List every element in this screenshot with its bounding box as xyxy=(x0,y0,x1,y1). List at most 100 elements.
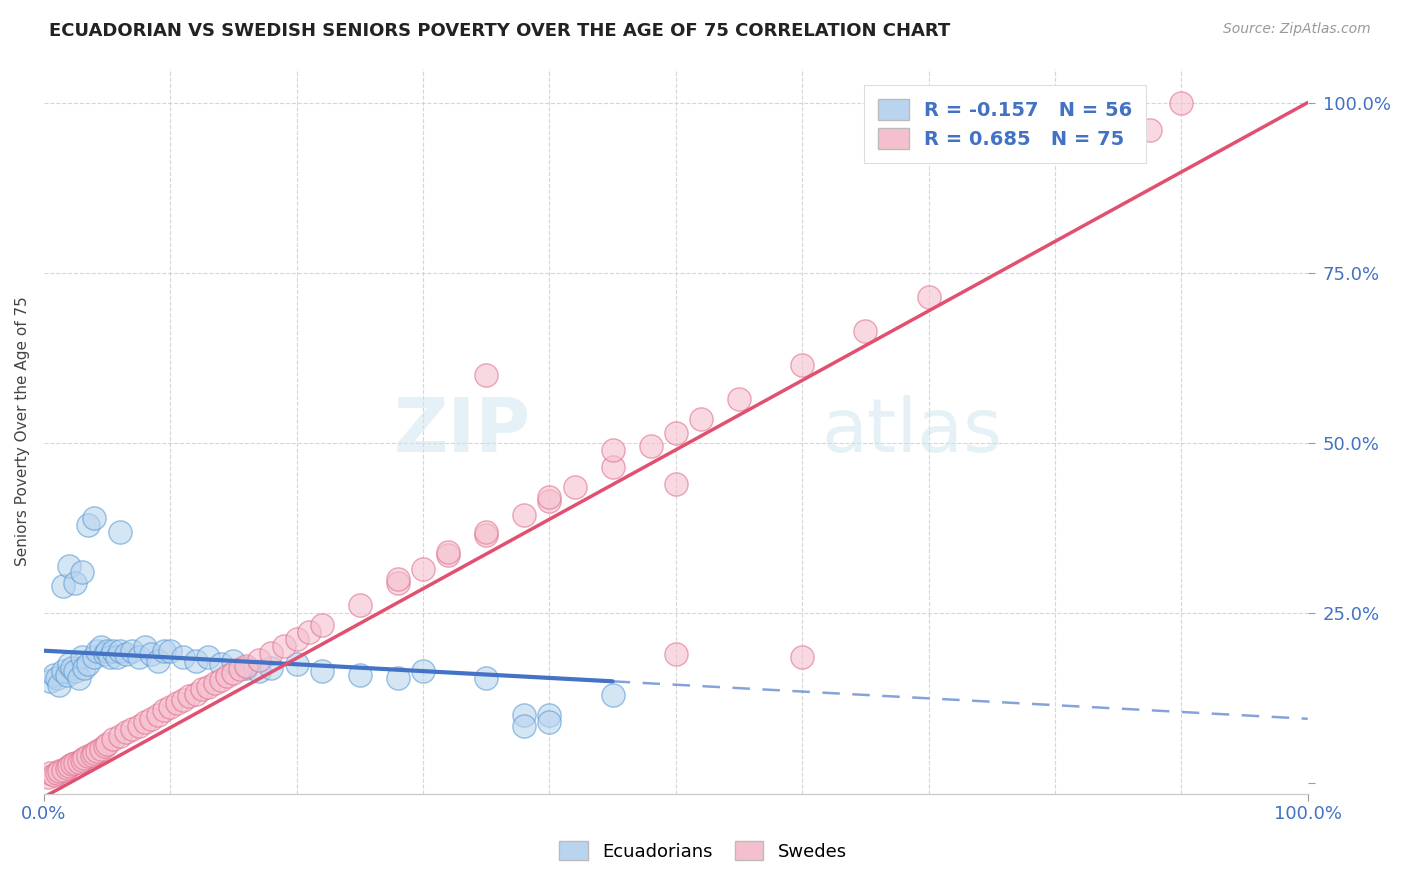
Point xyxy=(52,763,75,777)
Point xyxy=(166,696,188,710)
Point xyxy=(172,693,194,707)
Point xyxy=(134,715,156,730)
Point xyxy=(209,673,232,687)
Point xyxy=(412,664,434,678)
Point xyxy=(917,290,939,304)
Point xyxy=(77,749,100,764)
Point xyxy=(475,368,498,382)
Text: Source: ZipAtlas.com: Source: ZipAtlas.com xyxy=(1223,22,1371,37)
Point xyxy=(349,667,371,681)
Point xyxy=(311,618,333,632)
Point xyxy=(475,524,498,539)
Point xyxy=(115,647,138,661)
Point xyxy=(247,652,270,666)
Point xyxy=(260,646,283,660)
Point xyxy=(475,528,498,542)
Point xyxy=(128,718,150,732)
Point xyxy=(39,674,62,689)
Point xyxy=(45,671,67,685)
Point xyxy=(83,511,105,525)
Point xyxy=(513,708,536,723)
Point xyxy=(146,708,169,723)
Point xyxy=(65,664,87,678)
Point xyxy=(70,753,93,767)
Point xyxy=(70,650,93,665)
Point xyxy=(298,625,321,640)
Text: ECUADORIAN VS SWEDISH SENIORS POVERTY OVER THE AGE OF 75 CORRELATION CHART: ECUADORIAN VS SWEDISH SENIORS POVERTY OV… xyxy=(49,22,950,40)
Point xyxy=(412,562,434,576)
Point xyxy=(42,667,65,681)
Point xyxy=(222,654,245,668)
Point xyxy=(141,712,163,726)
Text: ZIP: ZIP xyxy=(394,394,530,467)
Point xyxy=(65,575,87,590)
Point xyxy=(93,739,115,753)
Point xyxy=(229,662,252,676)
Point xyxy=(37,770,59,784)
Point xyxy=(80,747,103,762)
Point xyxy=(538,494,561,508)
Point xyxy=(96,737,118,751)
Point xyxy=(55,667,77,681)
Point xyxy=(86,744,108,758)
Point xyxy=(93,647,115,661)
Point xyxy=(665,647,688,661)
Point xyxy=(77,517,100,532)
Point xyxy=(52,579,75,593)
Point xyxy=(90,640,112,655)
Point xyxy=(67,671,90,685)
Point xyxy=(60,757,83,772)
Point xyxy=(121,722,143,736)
Point xyxy=(179,690,201,704)
Point xyxy=(285,657,308,672)
Point xyxy=(128,650,150,665)
Point xyxy=(83,746,105,760)
Point xyxy=(52,664,75,678)
Point xyxy=(83,650,105,665)
Point xyxy=(73,750,96,764)
Point xyxy=(108,643,131,657)
Point xyxy=(538,715,561,730)
Point xyxy=(172,650,194,665)
Point xyxy=(153,643,176,657)
Point xyxy=(538,708,561,723)
Point xyxy=(153,703,176,717)
Point xyxy=(285,632,308,646)
Point xyxy=(103,643,125,657)
Point xyxy=(475,671,498,685)
Point xyxy=(387,572,409,586)
Point xyxy=(197,650,219,665)
Point xyxy=(602,442,624,457)
Point xyxy=(108,729,131,743)
Point xyxy=(437,549,460,563)
Y-axis label: Seniors Poverty Over the Age of 75: Seniors Poverty Over the Age of 75 xyxy=(15,296,30,566)
Point xyxy=(60,661,83,675)
Point xyxy=(311,664,333,678)
Point xyxy=(209,657,232,672)
Point xyxy=(184,687,207,701)
Point xyxy=(134,640,156,655)
Point xyxy=(67,755,90,769)
Point xyxy=(58,558,80,573)
Point xyxy=(513,508,536,522)
Point xyxy=(853,324,876,338)
Point xyxy=(217,669,239,683)
Point xyxy=(90,742,112,756)
Point xyxy=(204,675,226,690)
Point xyxy=(191,682,214,697)
Point xyxy=(146,654,169,668)
Point xyxy=(260,661,283,675)
Point xyxy=(86,643,108,657)
Legend: R = -0.157   N = 56, R = 0.685   N = 75: R = -0.157 N = 56, R = 0.685 N = 75 xyxy=(865,86,1146,163)
Point xyxy=(349,598,371,612)
Point xyxy=(141,647,163,661)
Point xyxy=(235,659,257,673)
Point xyxy=(197,680,219,694)
Point xyxy=(273,639,295,653)
Point xyxy=(39,766,62,780)
Point xyxy=(77,657,100,672)
Point xyxy=(564,480,586,494)
Point xyxy=(792,650,814,665)
Point xyxy=(42,768,65,782)
Point xyxy=(159,700,181,714)
